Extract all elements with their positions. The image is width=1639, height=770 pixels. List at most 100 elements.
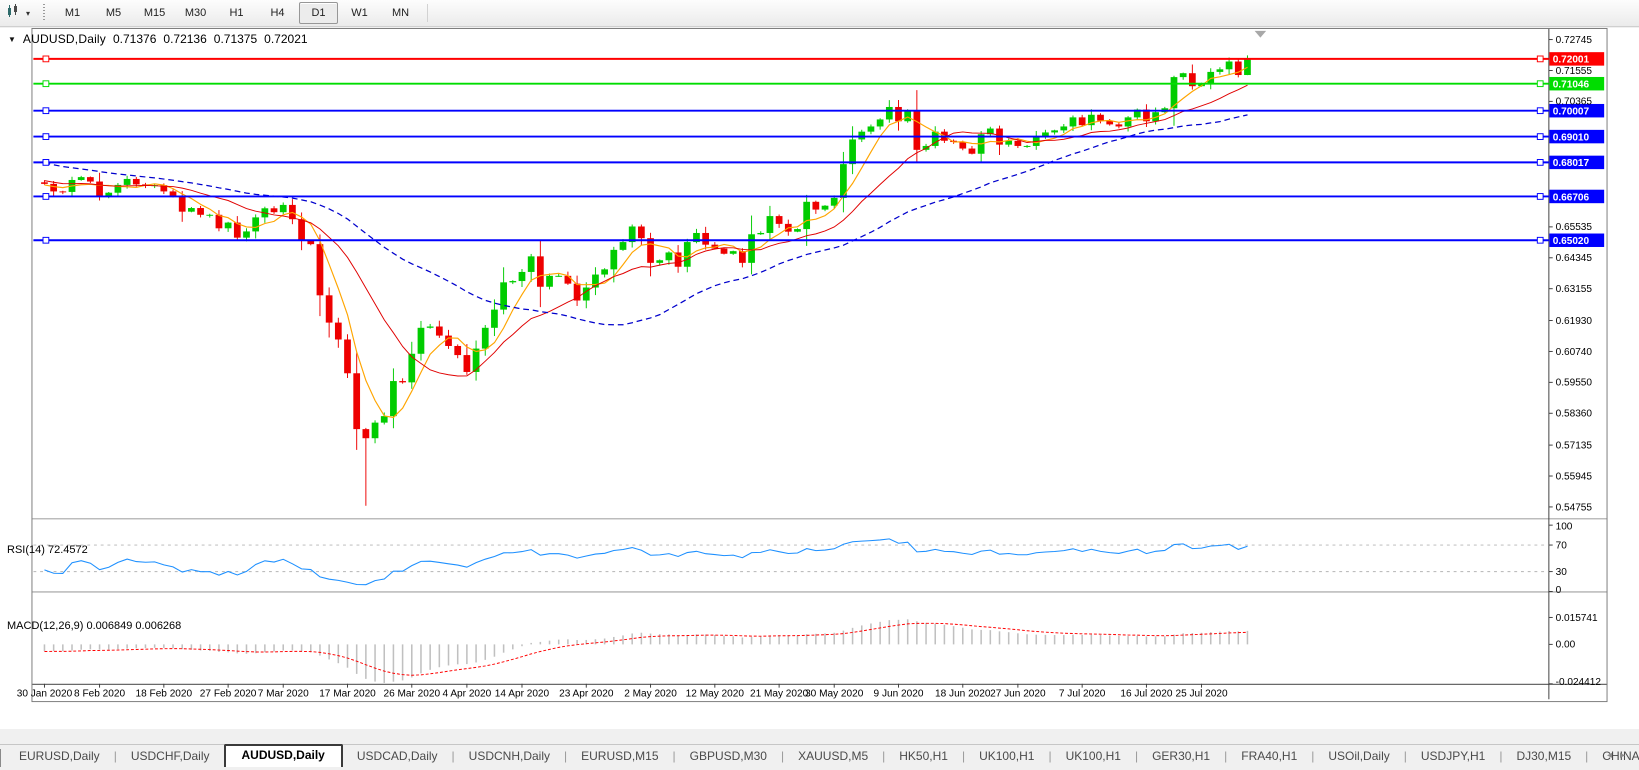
- hline-handle[interactable]: [42, 159, 50, 166]
- macd-histogram-bar: [1044, 634, 1047, 645]
- timeframe-button-H4[interactable]: H4: [270, 7, 285, 19]
- date-tick-label: 26 Mar 2020: [383, 688, 440, 699]
- macd-histogram-bar: [649, 633, 652, 645]
- date-tick-label: 18 Feb 2020: [136, 688, 193, 699]
- chart-tab[interactable]: XAUUSD,M5: [798, 749, 869, 763]
- chart-tab-active[interactable]: AUDUSD,Daily: [223, 744, 343, 767]
- price-tick-label: 0.64345: [1556, 253, 1593, 264]
- hline-handle[interactable]: [1536, 236, 1544, 244]
- chart-tab[interactable]: HK50,H1: [899, 749, 948, 763]
- chart-tab[interactable]: UK100,H1: [979, 749, 1035, 763]
- hline-handle[interactable]: [1536, 55, 1544, 63]
- chart-tab[interactable]: USDCNH,Daily: [468, 749, 551, 763]
- chart-tab[interactable]: GBPUSD,M30: [689, 749, 767, 763]
- timeframe-button-M30[interactable]: M30: [184, 7, 207, 19]
- chart-tab[interactable]: EURUSD,Daily: [19, 749, 100, 763]
- macd-histogram-bar: [71, 644, 73, 651]
- macd-histogram-bar: [962, 627, 964, 645]
- chart-tab[interactable]: GER30,H1: [1152, 749, 1211, 763]
- hline-handle[interactable]: [42, 80, 50, 88]
- chart-tab[interactable]: USOil,Daily: [1328, 749, 1390, 763]
- chart-background: [31, 28, 1608, 703]
- macd-histogram-bar: [1026, 634, 1028, 645]
- hline-handle[interactable]: [42, 55, 50, 63]
- macd-histogram-bar: [925, 622, 927, 645]
- chart-tab[interactable]: USDCHF,Daily: [130, 749, 210, 763]
- timeframe-button-H1[interactable]: H1: [229, 7, 244, 19]
- chart-tab[interactable]: USDCAD,Daily: [356, 749, 438, 763]
- macd-histogram-bar: [594, 639, 597, 645]
- hline-handle[interactable]: [1536, 133, 1544, 140]
- hline-price-tag: [1549, 129, 1605, 144]
- macd-histogram-bar: [208, 644, 211, 651]
- hline-handle[interactable]: [42, 107, 50, 115]
- svg-text:0.71046: 0.71046: [1553, 80, 1590, 91]
- chart-mode-dropdown-caret[interactable]: ▾: [26, 8, 31, 18]
- macd-histogram-bar: [1063, 635, 1065, 645]
- toolbar-grip[interactable]: [41, 4, 47, 22]
- rsi-line: [44, 538, 1248, 586]
- macd-histogram-bar: [199, 644, 202, 651]
- chart-mode-button[interactable]: ▾: [3, 2, 33, 24]
- macd-histogram-bar: [254, 644, 257, 654]
- chart-tab[interactable]: EURUSD,M15: [581, 749, 659, 763]
- macd-histogram-bar: [870, 623, 872, 645]
- macd-histogram-bar: [530, 642, 532, 645]
- macd-histogram-bar: [557, 639, 560, 645]
- macd-histogram-bar: [392, 644, 395, 682]
- macd-histogram-bar: [796, 635, 799, 645]
- macd-histogram-bar: [613, 636, 615, 645]
- macd-histogram-bar: [236, 644, 239, 654]
- timeframe-button-W1[interactable]: W1: [351, 7, 368, 19]
- chart-tab[interactable]: USDJPY,H1: [1420, 749, 1486, 763]
- timeframe-button-M5[interactable]: M5: [105, 7, 122, 19]
- hline-handle[interactable]: [1536, 107, 1544, 115]
- chart-menu-icon[interactable]: ▼: [8, 34, 16, 44]
- macd-histogram-bar: [695, 634, 698, 645]
- timeframe-button-M15[interactable]: M15: [143, 7, 166, 19]
- macd-signal-line: [44, 622, 1248, 676]
- macd-histogram-bar: [346, 644, 349, 668]
- date-tick-label: 12 May 2020: [686, 688, 745, 699]
- chart-tab[interactable]: FRA40,H1: [1241, 749, 1298, 763]
- rsi-indicator-label: RSI(14) 72.4572: [7, 544, 88, 556]
- macd-histogram-bar: [429, 644, 431, 670]
- tab-scroll-right-icon[interactable]: ▸: [1619, 750, 1633, 761]
- macd-histogram-bar: [135, 644, 138, 649]
- price-chart-canvas[interactable]: 0.72001 0.71046 0.70007 0.69010 0.68017 0.667…: [0, 28, 1639, 729]
- hline-handle[interactable]: [42, 236, 50, 244]
- chart-close-value: 0.72021: [264, 32, 308, 46]
- macd-histogram-bar: [1200, 632, 1203, 645]
- macd-histogram-bar: [631, 633, 633, 645]
- chart-tab[interactable]: DJ30,M15: [1516, 749, 1572, 763]
- rsi-tick-label: 70: [1556, 540, 1568, 551]
- timeframe-button-M1[interactable]: M1: [64, 7, 81, 19]
- chart-shift-marker[interactable]: [1254, 30, 1267, 38]
- tab-separator: |: [113, 748, 117, 763]
- timeframe-button-D1[interactable]: D1: [299, 2, 339, 24]
- macd-histogram-bar: [805, 634, 808, 645]
- macd-histogram-bar: [778, 635, 780, 645]
- timeframe-button-MN[interactable]: MN: [391, 7, 410, 19]
- hline-handle[interactable]: [42, 193, 50, 200]
- svg-text:0.70007: 0.70007: [1553, 107, 1590, 118]
- hline-handle[interactable]: [42, 133, 50, 140]
- macd-histogram-bar: [1182, 633, 1184, 645]
- macd-histogram-bar: [107, 644, 110, 650]
- macd-histogram-bar: [218, 644, 220, 652]
- hline-handle[interactable]: [1536, 80, 1544, 88]
- macd-histogram-bar: [126, 644, 128, 649]
- macd-histogram-bar: [1053, 635, 1056, 645]
- tab-scroll-left-icon[interactable]: ◂: [1606, 750, 1620, 761]
- price-tick-label: 0.57135: [1556, 440, 1593, 451]
- chart-tab[interactable]: UK100,H1: [1065, 749, 1121, 763]
- chart-tab[interactable]: CHINA300,H4: [1602, 749, 1639, 763]
- date-tick-label: 21 May 2020: [750, 688, 809, 699]
- macd-indicator-label: MACD(12,26,9) 0.006849 0.006268: [7, 620, 182, 632]
- hline-handle[interactable]: [1536, 193, 1544, 200]
- tab-separator: |: [1224, 748, 1228, 763]
- macd-histogram-bar: [80, 644, 82, 650]
- date-tick-label: 30 May 2020: [805, 688, 864, 699]
- macd-histogram-bar: [860, 625, 863, 645]
- hline-handle[interactable]: [1536, 159, 1544, 166]
